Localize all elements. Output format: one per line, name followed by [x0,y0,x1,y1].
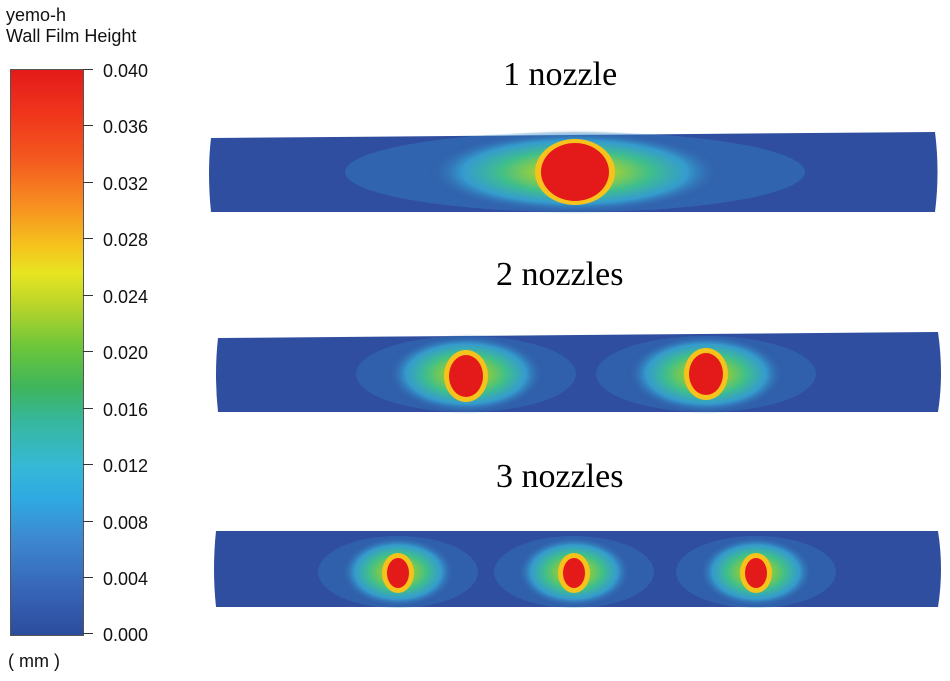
pipe-1-nozzle [209,130,938,214]
tick-mark [83,633,93,634]
tick-mark [83,577,93,578]
tick-mark [83,125,93,126]
tick-mark [83,408,93,409]
tick-label: 0.032 [103,174,149,194]
legend-unit: ( mm ) [8,651,60,671]
pipe-2-nozzles [216,332,941,414]
tick-mark [83,464,93,465]
pipe-3-nozzles [214,531,941,608]
case-label-2-nozzles: 2 nozzles [496,256,624,293]
tick-label: 0.028 [103,230,149,250]
case-label-3-nozzles: 3 nozzles [496,458,624,495]
tick-label: 0.012 [103,456,149,476]
tick-label: 0.016 [103,400,149,420]
tick-label: 0.004 [103,569,149,589]
tick-label: 0.000 [103,625,149,645]
colorbar [10,69,84,636]
legend-title-name: Wall Film Height [6,26,137,46]
tick-mark [83,69,93,70]
tick-label: 0.020 [103,343,149,363]
tick-mark [83,238,93,239]
legend-title-variable: yemo-h [6,5,67,25]
tick-label: 0.040 [103,61,149,81]
case-label-1-nozzle: 1 nozzle [503,56,618,93]
tick-label: 0.036 [103,117,149,137]
tick-mark [83,351,93,352]
tick-label: 0.008 [103,513,149,533]
tick-mark [83,182,93,183]
tick-mark [83,295,93,296]
tick-mark [83,521,93,522]
tick-label: 0.024 [103,287,149,307]
